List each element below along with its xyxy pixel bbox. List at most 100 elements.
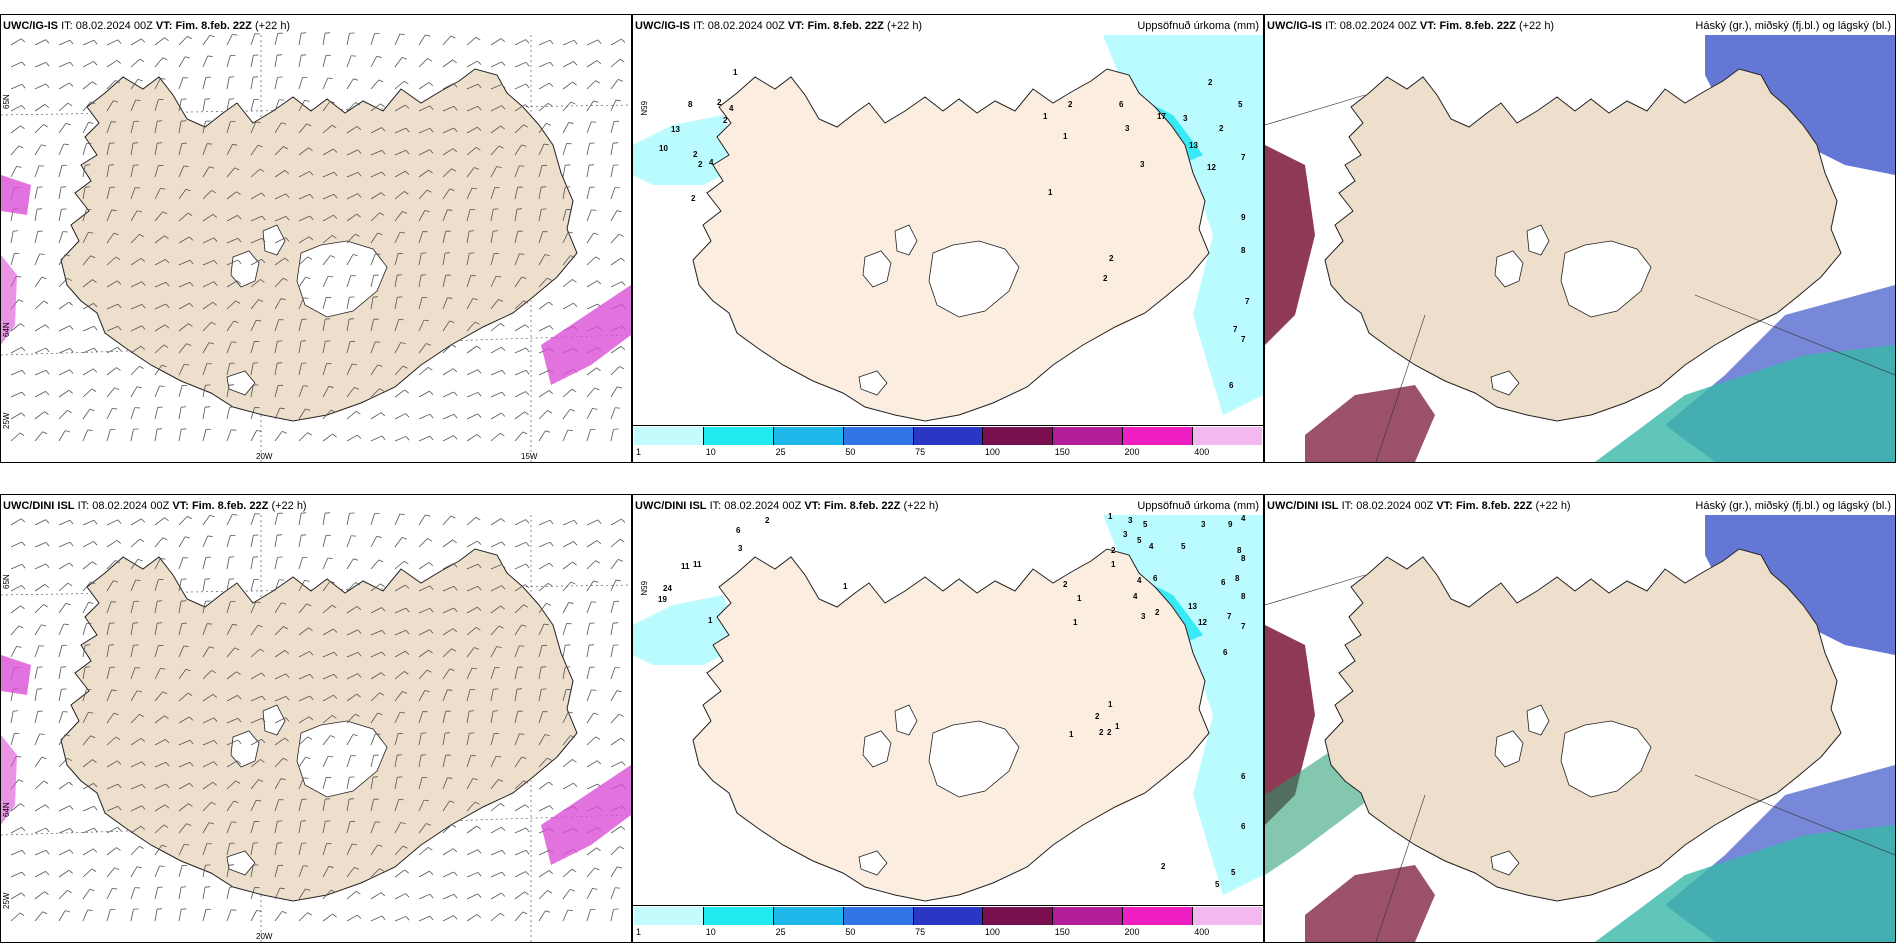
colorbar-swatch — [1123, 907, 1194, 925]
station-precip-value: 4 — [709, 158, 714, 167]
colorbar-tick: 25 — [774, 446, 844, 460]
colorbar-tick-label: 10 — [705, 927, 716, 937]
station-precip-value: 3 — [1141, 612, 1146, 621]
colorbar-tick: 75 — [913, 446, 983, 460]
station-precip-value: 2 — [765, 516, 770, 525]
colorbar-tick: 1 — [634, 926, 704, 940]
it-value: 08.02.2024 00Z — [724, 500, 802, 512]
station-precip-value: 8 — [1237, 546, 1242, 555]
station-precip-value: 12 — [1198, 618, 1207, 627]
station-precip-value: 9 — [1228, 520, 1233, 529]
colorbar-tick: 50 — [843, 446, 913, 460]
station-precip-value: 6 — [1241, 822, 1246, 831]
wind-barb-map-icon: 65N 64N 25W 20W — [1, 512, 631, 942]
precip-colorbar: 1 10 25 50 75 100 150 200 400 — [633, 905, 1263, 942]
station-precip-value: 5 — [1143, 520, 1148, 529]
colorbar-tick-label: 150 — [1054, 447, 1070, 457]
lead-time: (+22 h) — [254, 20, 291, 32]
field-title: Háský (gr.), miðský (fj.bl.) og lágský (… — [1695, 500, 1891, 512]
lead-time: (+22 h) — [1518, 20, 1555, 32]
panel-header: UWC/DINI ISL IT: 08.02.2024 00Z VT: Fim.… — [635, 499, 1259, 513]
station-precip-value: 11 — [681, 562, 690, 571]
precip-colorbar: 1 10 25 50 75 100 150 200 400 — [633, 425, 1263, 462]
station-precip-value: 7 — [1241, 335, 1246, 344]
latitude-label: 25W — [2, 412, 11, 429]
station-precip-value: 2 — [1208, 78, 1213, 87]
station-precip-value: 3 — [1125, 124, 1130, 133]
station-precip-value: 1 — [733, 68, 738, 77]
station-precip-value: 17 — [1157, 112, 1166, 121]
station-precip-value: 1 — [708, 616, 713, 625]
station-precip-value: 1 — [1048, 188, 1053, 197]
colorbar-tick-label: 75 — [915, 927, 926, 937]
it-label: IT: — [61, 20, 73, 32]
vt-value: Fim. 8.feb. 22Z — [807, 20, 884, 32]
station-precip-value: 5 — [1215, 880, 1220, 889]
station-precip-value: 1 — [1069, 730, 1074, 739]
station-precip-value: 2 — [1063, 580, 1068, 589]
vt-label: VT: — [172, 500, 189, 512]
lead-time: (+22 h) — [886, 20, 923, 32]
panel-header: UWC/DINI ISL IT: 08.02.2024 00Z VT: Fim.… — [3, 499, 627, 513]
station-precip-value: 8 — [1241, 246, 1246, 255]
station-precip-value: 6 — [1119, 100, 1124, 109]
it-label: IT: — [709, 500, 722, 512]
colorbar-tick: 400 — [1192, 926, 1262, 940]
colorbar-tick: 200 — [1122, 446, 1192, 460]
station-precip-value: 3 — [1183, 114, 1188, 123]
lead-time: (+22 h) — [1535, 500, 1571, 512]
station-precip-value: 6 — [1153, 574, 1158, 583]
model-name: UWC/DINI ISL — [635, 500, 707, 512]
wind-barb-map-icon: 65N 64N 25W 20W 15W — [1, 32, 631, 462]
vt-value: Fim. 8.feb. 22Z — [1439, 20, 1516, 32]
it-label: IT: — [1341, 500, 1354, 512]
colorbar-swatch — [1053, 907, 1124, 925]
station-precip-value: 1 — [1077, 594, 1082, 603]
station-precip-value: 2 — [698, 160, 703, 169]
it-value: 08.02.2024 00Z — [92, 500, 170, 512]
panel-header: UWC/DINI ISL IT: 08.02.2024 00Z VT: Fim.… — [1267, 499, 1891, 513]
panel-header: UWC/IG-IS IT: 08.02.2024 00Z VT: Fim. 8.… — [635, 19, 1259, 33]
station-precip-value: 7 — [1227, 612, 1232, 621]
colorbar-tick: 75 — [913, 926, 983, 940]
station-precip-value: 4 — [1137, 576, 1142, 585]
station-precip-value: 2 — [1068, 100, 1073, 109]
station-precip-value: 19 — [658, 595, 667, 604]
latitude-label: 65N — [639, 581, 648, 596]
field-title: Háský (gr.), miðský (fj.bl.) og lágský (… — [1695, 20, 1891, 32]
model-name: UWC/DINI ISL — [3, 500, 75, 512]
station-precip-value: 2 — [1111, 546, 1116, 555]
longitude-label: 15W — [521, 452, 538, 461]
station-precip-value: 2 — [693, 150, 698, 159]
colorbar-tick-label: 50 — [845, 927, 856, 937]
station-precip-value: 4 — [1149, 542, 1154, 551]
colorbar-swatch — [634, 907, 704, 925]
colorbar-tick-label: 10 — [705, 447, 716, 457]
colorbar-tick: 25 — [774, 926, 844, 940]
it-value: 08.02.2024 00Z — [1339, 20, 1417, 32]
station-precip-value: 3 — [1140, 160, 1145, 169]
station-precip-value: 1 — [843, 582, 848, 591]
station-precip-value: 5 — [1238, 100, 1243, 109]
station-precip-value: 9 — [1241, 213, 1246, 222]
latitude-label: 65N — [2, 574, 11, 589]
colorbar-tick: 400 — [1192, 446, 1262, 460]
colorbar-tick-label: 25 — [775, 447, 786, 457]
cloud-cover-map-icon — [1265, 515, 1895, 942]
station-precip-value: 12 — [1207, 163, 1216, 172]
station-precip-value: 5 — [1231, 868, 1236, 877]
station-precip-value: 11 — [693, 560, 702, 569]
latitude-label: 25W — [2, 892, 11, 909]
colorbar-swatch — [843, 907, 914, 925]
station-precip-value: 2 — [1099, 728, 1104, 737]
station-precip-value: 8 — [688, 100, 693, 109]
colorbar-tick: 50 — [843, 926, 913, 940]
colorbar-ticks: 1 10 25 50 75 100 150 200 400 — [634, 926, 1262, 940]
colorbar-swatch — [703, 427, 774, 445]
it-value: 08.02.2024 00Z — [707, 20, 785, 32]
colorbar-swatch — [703, 907, 774, 925]
panel-top-right: UWC/IG-IS IT: 08.02.2024 00Z VT: Fim. 8.… — [1264, 14, 1896, 463]
colorbar-tick: 150 — [1053, 446, 1123, 460]
station-precip-value: 2 — [1109, 254, 1114, 263]
station-precip-value: 2 — [723, 116, 728, 125]
